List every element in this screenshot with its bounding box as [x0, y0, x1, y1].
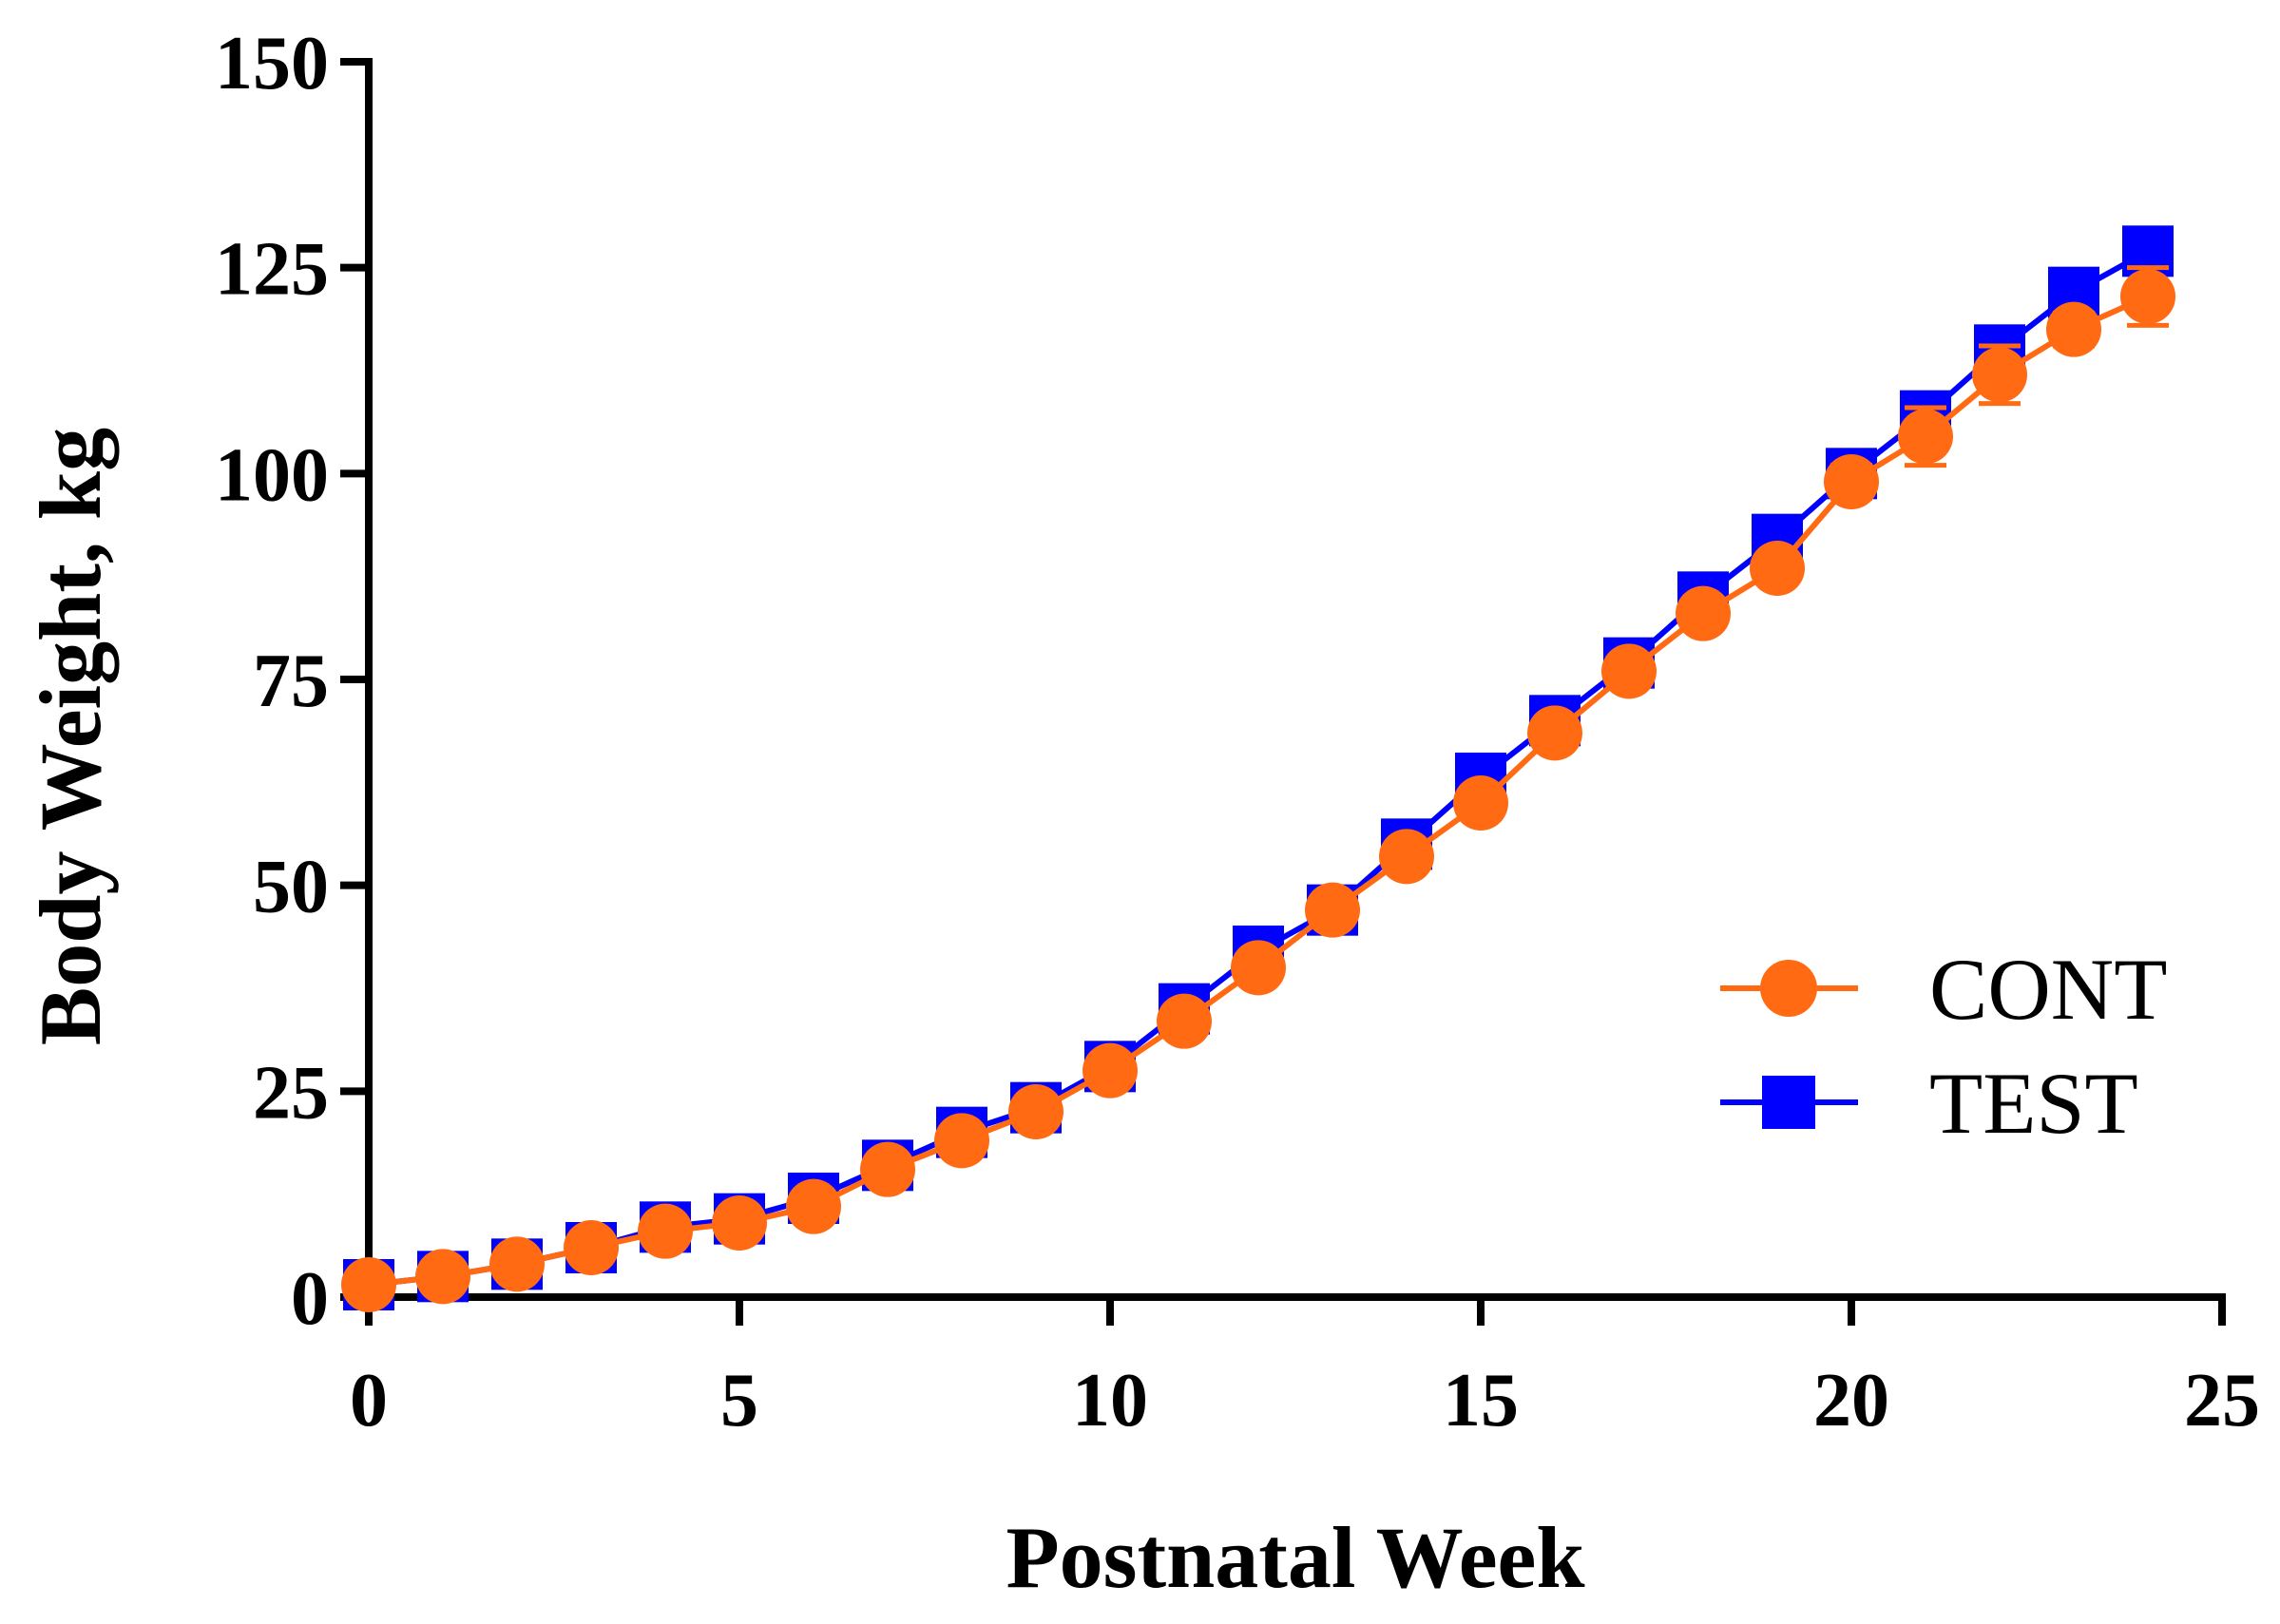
legend-cont-label: CONT	[1929, 941, 2167, 1038]
cont-point-5	[712, 1195, 767, 1251]
cont-point-18	[1676, 585, 1731, 641]
x-tick-label-15: 15	[1443, 1359, 1519, 1442]
cont-point-1	[415, 1249, 470, 1305]
y-tick-label-0: 0	[291, 1257, 329, 1341]
cont-point-9	[1008, 1084, 1063, 1139]
cont-point-6	[786, 1178, 841, 1234]
y-tick-label-125: 125	[215, 228, 329, 312]
series-cont	[341, 265, 2175, 1312]
x-tick-label-10: 10	[1072, 1359, 1148, 1442]
cont-point-15	[1453, 775, 1508, 831]
cont-point-0	[341, 1257, 396, 1312]
cont-point-4	[638, 1203, 693, 1259]
cont-point-12	[1231, 940, 1286, 996]
y-tick-label-75: 75	[253, 640, 329, 723]
cont-point-8	[934, 1113, 989, 1169]
y-tick-label-50: 50	[253, 846, 329, 929]
x-axis-title: Postnatal Week	[1006, 1509, 1585, 1606]
series-test	[343, 225, 2174, 1310]
cont-point-17	[1601, 643, 1657, 699]
cont-point-20	[1824, 454, 1879, 509]
axes: 0 5 10 15 20 25 0 25 50 75 100 125 150	[215, 22, 2260, 1442]
cont-point-16	[1527, 705, 1582, 761]
x-tick-label-20: 20	[1813, 1359, 1889, 1442]
cont-point-11	[1157, 993, 1212, 1049]
y-tick-label-100: 100	[215, 433, 329, 517]
cont-point-10	[1083, 1042, 1138, 1099]
y-tick-label-25: 25	[253, 1051, 329, 1135]
legend-test-label: TEST	[1929, 1055, 2138, 1152]
cont-point-3	[564, 1220, 619, 1275]
cont-line	[368, 294, 2150, 1288]
cont-point-14	[1379, 829, 1434, 885]
x-tick-label-25: 25	[2184, 1359, 2260, 1442]
cont-point-19	[1750, 541, 1805, 596]
legend-cont-marker	[1760, 960, 1817, 1017]
legend-test-marker	[1762, 1076, 1815, 1129]
x-tick-label-5: 5	[720, 1359, 758, 1442]
legend: CONT TEST	[1720, 941, 2167, 1152]
test-line	[368, 248, 2150, 1288]
cont-point-2	[489, 1236, 545, 1292]
y-tick-label-150: 150	[215, 22, 329, 105]
cont-point-24	[2120, 269, 2175, 324]
cont-point-7	[860, 1141, 915, 1197]
cont-point-21	[1898, 409, 1953, 465]
cont-point-23	[2046, 301, 2101, 357]
series-layer	[341, 225, 2175, 1312]
cont-point-22	[1972, 347, 2027, 403]
cont-point-13	[1305, 882, 1360, 938]
y-axis-title: Body Weight, kg	[22, 428, 119, 1045]
x-tick-label-0: 0	[350, 1359, 388, 1442]
